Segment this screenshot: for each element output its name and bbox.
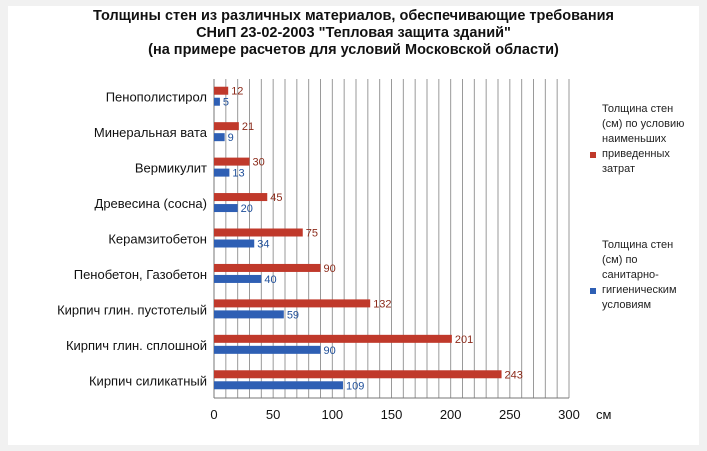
x-tick-label: 250 (499, 407, 521, 422)
data-label: 59 (287, 309, 299, 321)
legend-label-sanitary: Толщина стен (см) по санитарно-гигиениче… (602, 239, 677, 311)
chart-title: Толщины стен из различных материалов, об… (8, 8, 699, 59)
x-tick-label: 0 (210, 407, 217, 422)
bar-economic (214, 370, 502, 379)
bar-economic (214, 193, 268, 202)
bar-economic (214, 263, 321, 272)
bar-sanitary (214, 274, 262, 283)
category-label: Кирпич глин. пустотелый (57, 302, 207, 317)
bar-economic (214, 299, 371, 308)
data-label: 132 (373, 298, 391, 310)
x-unit-label: см (596, 407, 612, 422)
legend-swatch-economic (590, 152, 596, 158)
data-label: 34 (257, 239, 269, 251)
category-label: Кирпич силикатный (89, 373, 207, 388)
data-label: 13 (232, 168, 244, 180)
bar-sanitary (214, 381, 343, 390)
data-label: 40 (264, 274, 276, 286)
category-label: Древесина (сосна) (95, 196, 207, 211)
data-label: 5 (223, 97, 229, 109)
bar-sanitary (214, 345, 321, 354)
category-label: Пенобетон, Газобетон (74, 267, 207, 282)
bar-sanitary (214, 204, 238, 213)
chart-title-line-1: Толщины стен из различных материалов, об… (93, 8, 614, 24)
data-label: 90 (324, 263, 336, 275)
data-label: 9 (228, 132, 234, 144)
category-label: Минеральная вата (94, 125, 208, 140)
legend-swatch-sanitary (590, 288, 596, 294)
legend-label-economic: Толщина стен (см) по условию наименьших … (602, 103, 685, 175)
category-label: Кирпич глин. сплошной (66, 338, 207, 353)
x-tick-label: 100 (321, 407, 343, 422)
bar-sanitary (214, 310, 284, 319)
bar-economic (214, 86, 229, 95)
data-label: 30 (253, 157, 265, 169)
bar-economic (214, 122, 239, 131)
category-label: Пенополистирол (106, 90, 207, 105)
data-label: 75 (306, 228, 318, 240)
bar-sanitary (214, 239, 255, 248)
bar-sanitary (214, 133, 225, 142)
data-label: 12 (231, 86, 243, 98)
bar-sanitary (214, 97, 220, 106)
data-label: 90 (324, 345, 336, 357)
chart-frame: Толщины стен из различных материалов, об… (8, 6, 699, 445)
data-label: 109 (346, 380, 364, 392)
data-label: 243 (505, 369, 523, 381)
bar-economic (214, 228, 303, 237)
chart-title-line-3: (на примере расчетов для условий Московс… (148, 42, 559, 58)
x-tick-label: 50 (266, 407, 280, 422)
chart-title-line-2: СНиП 23-02-2003 "Тепловая защита зданий" (196, 25, 511, 41)
data-label: 20 (241, 203, 253, 215)
bar-sanitary (214, 168, 230, 177)
data-label: 45 (270, 192, 282, 204)
bar-chart: Пенополистирол 125 Минеральная вата 21 9 Верм… (57, 79, 612, 422)
x-tick-label: 200 (440, 407, 462, 422)
data-label: 21 (242, 121, 254, 133)
data-label: 201 (455, 334, 473, 346)
category-label: Керамзитобетон (108, 232, 207, 247)
bar-economic (214, 157, 250, 166)
x-tick-label: 150 (381, 407, 403, 422)
bar-economic (214, 334, 452, 343)
x-tick-label: 300 (558, 407, 580, 422)
category-label: Вермикулит (135, 161, 207, 176)
